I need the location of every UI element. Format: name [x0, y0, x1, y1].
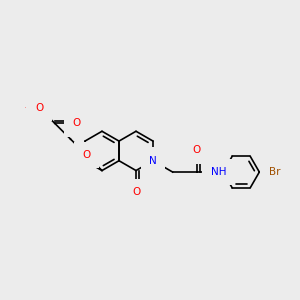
- Text: O: O: [82, 150, 90, 160]
- Text: O: O: [25, 107, 26, 108]
- Text: O: O: [73, 118, 81, 128]
- Text: N: N: [149, 156, 157, 166]
- Text: O: O: [193, 145, 201, 155]
- Text: O: O: [132, 187, 140, 197]
- Text: Br: Br: [269, 167, 280, 177]
- Text: O: O: [35, 103, 43, 113]
- Text: NH: NH: [211, 167, 226, 177]
